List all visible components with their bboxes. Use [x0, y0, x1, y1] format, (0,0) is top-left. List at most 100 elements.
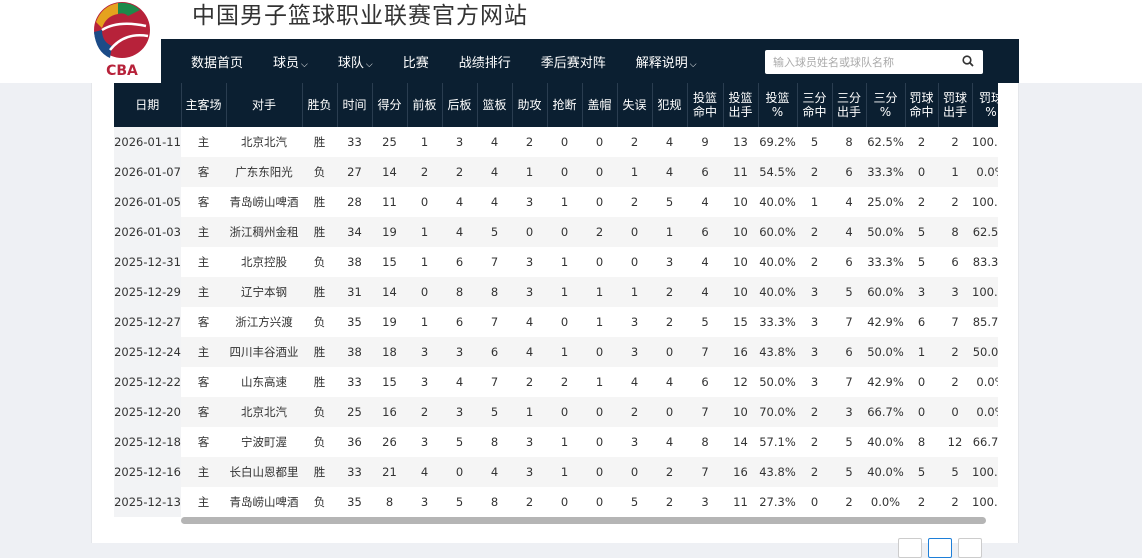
table-cell: 25.0% — [867, 195, 904, 209]
table-cell: 0 — [595, 435, 604, 449]
table-cell: 3 — [512, 277, 547, 307]
table-cell: 42.9% — [867, 375, 904, 389]
table-cell: 2 — [951, 195, 959, 209]
nav-item-0[interactable]: 数据首页 — [191, 52, 243, 71]
table-row: 2025-12-13 主青岛崂山啤酒负 35 8 3 5 8 2 0 0 5 2 3 11 27.3% 0 2 0… — [114, 487, 998, 517]
pagination-prev-button[interactable] — [898, 538, 922, 558]
nav-item-5[interactable]: 季后赛对阵 — [541, 52, 606, 71]
table-cell: 50.0% — [759, 375, 796, 389]
table-cell: 0 — [630, 255, 639, 269]
table-cell: 主 — [181, 337, 226, 367]
table-cell: 1 — [652, 217, 687, 247]
table-cell: 6 — [687, 157, 723, 187]
nav-item-1[interactable]: 球员 ⌵ — [273, 52, 308, 71]
table-cell: 8 — [917, 435, 926, 449]
table-cell: 33.3% — [867, 255, 904, 269]
column-header: 盖帽 — [582, 83, 618, 127]
nav-item-4[interactable]: 战绩排行 — [459, 52, 511, 71]
search-input[interactable] — [773, 55, 958, 69]
column-header: 胜负 — [302, 83, 338, 127]
table-cell: 60.0% — [866, 277, 905, 307]
table-cell: 11 — [733, 495, 748, 509]
table-cell: 2025-12-24 — [114, 337, 181, 367]
table-cell: 2025-12-16 — [114, 457, 181, 487]
table-cell: 2 — [652, 457, 687, 487]
table-cell: 100.0% — [972, 495, 998, 509]
horizontal-scrollbar[interactable] — [181, 517, 986, 524]
table-cell: 5 — [630, 495, 639, 509]
table-cell: 2 — [525, 495, 534, 509]
table-cell: 0 — [652, 397, 687, 427]
table-cell: 14 — [372, 277, 407, 307]
nav-item-2[interactable]: 球队 ⌵ — [338, 52, 373, 71]
table-cell: 5 — [905, 457, 938, 487]
table-cell: 7 — [490, 375, 499, 389]
table-cell: 4 — [490, 135, 499, 149]
table-cell: 3 — [905, 277, 938, 307]
table-cell: 2 — [630, 195, 639, 209]
table-cell: 宁波町渥 — [241, 435, 287, 449]
table-cell: 3 — [701, 495, 709, 509]
table-cell: 0 — [560, 135, 569, 149]
table-row: 2025-12-29 主辽宁本钢胜 31 14 0 8 8 3 1 1 1 2 4 10 40.0% 3 5 60… — [114, 277, 998, 307]
table-cell: 胜 — [302, 337, 337, 367]
table-cell: 2 — [407, 157, 442, 187]
nav-item-6[interactable]: 解释说明 ⌵ — [636, 52, 697, 71]
table-cell: 1 — [560, 435, 569, 449]
table-cell: 1 — [595, 375, 604, 389]
table-cell: 10 — [723, 217, 758, 247]
table-cell: 5 — [832, 277, 866, 307]
table-cell: 4 — [407, 457, 442, 487]
table-cell: 北京北汽 — [241, 135, 287, 149]
table-cell: 62.5% — [972, 217, 998, 247]
column-header: 三分 出手 — [832, 83, 867, 127]
cba-logo[interactable]: CBA — [88, 0, 156, 78]
table-cell: 40.0% — [866, 457, 905, 487]
search-icon[interactable] — [961, 54, 975, 68]
table-cell: 25 — [382, 135, 397, 149]
table-cell: 2 — [797, 217, 832, 247]
table-cell: 2 — [665, 495, 674, 509]
table-cell: 100.0% — [972, 277, 998, 307]
table-cell: 2 — [560, 375, 569, 389]
table-cell: 负 — [313, 495, 326, 509]
table-cell: 50.0% — [972, 337, 998, 367]
table-cell: 胜 — [302, 457, 337, 487]
column-header: 后板 — [442, 83, 478, 127]
table-cell: 66.7% — [866, 397, 905, 427]
table-cell: 0 — [810, 495, 819, 509]
table-cell: 43.8% — [758, 337, 797, 367]
pagination-next-button[interactable] — [958, 538, 982, 558]
table-cell: 26 — [382, 435, 397, 449]
table-cell: 10 — [733, 255, 748, 269]
table-cell: 1 — [512, 397, 547, 427]
table-cell: 2025-12-18 — [114, 427, 181, 457]
table-cell: 33 — [347, 375, 362, 389]
table-cell: 0 — [582, 157, 617, 187]
table-cell: 0 — [547, 217, 582, 247]
table-cell: 7 — [951, 315, 959, 329]
table-cell: 1 — [938, 157, 972, 187]
table-cell: 18 — [372, 337, 407, 367]
nav-item-3[interactable]: 比赛 — [403, 52, 429, 71]
table-cell: 0 — [582, 337, 617, 367]
table-cell: 2 — [845, 495, 853, 509]
column-header: 罚球 出手 — [938, 83, 973, 127]
table-cell: 2 — [810, 435, 819, 449]
table-cell: 38 — [347, 255, 362, 269]
table-cell: 主 — [197, 135, 210, 149]
table-cell: 38 — [337, 337, 372, 367]
table-cell: 16 — [372, 397, 407, 427]
table-cell: 2 — [917, 495, 926, 509]
table-cell: 0.0% — [972, 397, 998, 427]
table-cell: 10 — [723, 397, 758, 427]
table-cell: 2 — [938, 337, 972, 367]
table-cell: 8 — [938, 217, 972, 247]
table-cell: 0 — [938, 397, 972, 427]
table-cell: 8 — [442, 277, 477, 307]
table-cell: 胜 — [313, 135, 326, 149]
pagination-page-button[interactable] — [928, 538, 952, 558]
table-cell: 0 — [905, 397, 938, 427]
table-cell: 负 — [313, 255, 326, 269]
table-cell: 2 — [951, 375, 959, 389]
